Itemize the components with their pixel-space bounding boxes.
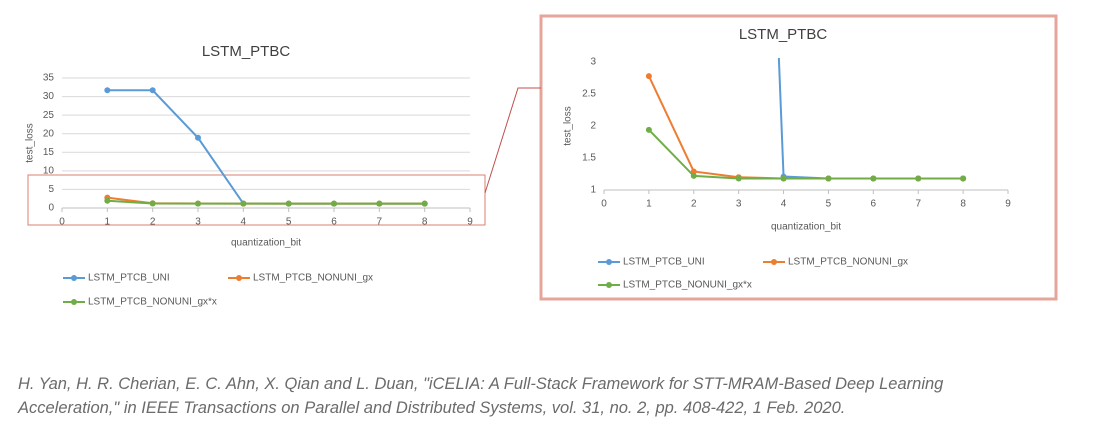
- legend-label: LSTM_PTCB_UNI: [623, 257, 705, 268]
- zoom-region: [27, 174, 486, 226]
- legend-marker: [606, 259, 612, 265]
- x-tick-label: 9: [467, 217, 473, 228]
- zoom-connector: [484, 87, 541, 194]
- chart-title: LSTM_PTBC: [739, 26, 828, 43]
- plot-area: [645, 58, 967, 182]
- data-point: [195, 134, 201, 141]
- x-tick-label: 5: [826, 199, 832, 210]
- x-axis-label: quantization_bit: [231, 238, 301, 249]
- y-tick-label: 20: [43, 128, 55, 139]
- legend-label: LSTM_PTCB_NONUNI_gx*x: [88, 297, 217, 308]
- y-axis-label: test_loss: [25, 123, 36, 162]
- series-line: [648, 129, 964, 180]
- data-point: [915, 175, 922, 182]
- data-point: [825, 175, 832, 182]
- data-point: [331, 200, 337, 207]
- x-tick-label: 5: [286, 217, 292, 228]
- legend-label: LSTM_PTCB_NONUNI_gx*x: [623, 280, 752, 291]
- y-tick-label: 25: [43, 110, 55, 121]
- x-tick-label: 7: [377, 217, 383, 228]
- x-tick-label: 3: [195, 217, 201, 228]
- y-tick-label: 35: [43, 73, 55, 84]
- data-point: [376, 200, 383, 207]
- caption: Acceleration," in IEEE Transactions on P…: [17, 399, 845, 417]
- data-point: [960, 175, 967, 182]
- x-tick-label: 2: [691, 199, 697, 210]
- data-point: [104, 197, 111, 204]
- data-point: [421, 200, 428, 207]
- x-tick-label: 1: [105, 217, 111, 228]
- caption: H. Yan, H. R. Cherian, E. C. Ahn, X. Qia…: [18, 375, 944, 393]
- data-point: [104, 87, 111, 94]
- y-tick-label: 10: [43, 165, 55, 176]
- data-point: [195, 200, 201, 207]
- y-tick-label: 30: [43, 91, 55, 102]
- y-tick-label: 3: [590, 57, 596, 68]
- x-tick-label: 8: [422, 217, 428, 228]
- data-point: [780, 175, 787, 182]
- data-point: [690, 168, 697, 175]
- y-tick-label: 1: [590, 185, 596, 196]
- data-point: [645, 126, 652, 133]
- legend-marker: [236, 275, 242, 281]
- y-tick-label: 0: [48, 203, 54, 214]
- y-tick-label: 2.5: [582, 89, 596, 100]
- y-tick-label: 1.5: [582, 153, 596, 164]
- y-tick-label: 5: [48, 184, 54, 195]
- x-tick-label: 6: [871, 199, 877, 210]
- legend-label: LSTM_PTCB_NONUNI_gx: [253, 273, 373, 284]
- legend-label: LSTM_PTCB_NONUNI_gx: [788, 257, 908, 268]
- x-tick-label: 7: [915, 199, 921, 210]
- x-tick-label: 8: [960, 199, 966, 210]
- x-tick-label: 4: [241, 217, 247, 228]
- data-point: [690, 172, 697, 179]
- data-point: [870, 175, 877, 182]
- legend-marker: [771, 259, 777, 265]
- legend-marker: [606, 282, 612, 288]
- data-point: [645, 73, 652, 80]
- x-tick-label: 6: [331, 217, 337, 228]
- x-tick-label: 9: [1005, 199, 1011, 210]
- data-point: [735, 175, 742, 182]
- series-line: [107, 199, 425, 205]
- y-tick-label: 15: [43, 147, 55, 158]
- legend-label: LSTM_PTCB_UNI: [88, 273, 170, 284]
- x-tick-label: 1: [646, 199, 652, 210]
- series-line: [107, 89, 425, 205]
- x-tick-label: 0: [59, 217, 65, 228]
- data-point: [149, 87, 156, 94]
- legend-marker: [71, 299, 77, 305]
- x-tick-label: 2: [150, 217, 156, 228]
- legend-marker: [71, 275, 77, 281]
- x-tick-label: 3: [736, 199, 742, 210]
- plot-area: [104, 87, 428, 207]
- series-line: [647, 75, 964, 180]
- data-point: [240, 200, 247, 207]
- y-axis-label: test_loss: [563, 106, 574, 145]
- x-tick-label: 4: [781, 199, 787, 210]
- x-tick-label: 0: [601, 199, 607, 210]
- x-axis-label: quantization_bit: [771, 222, 841, 233]
- y-tick-label: 2: [590, 121, 596, 132]
- data-point: [285, 200, 292, 207]
- chart-title: LSTM_PTBC: [202, 43, 291, 60]
- data-point: [149, 200, 156, 207]
- zoom-frame: [539, 14, 1058, 301]
